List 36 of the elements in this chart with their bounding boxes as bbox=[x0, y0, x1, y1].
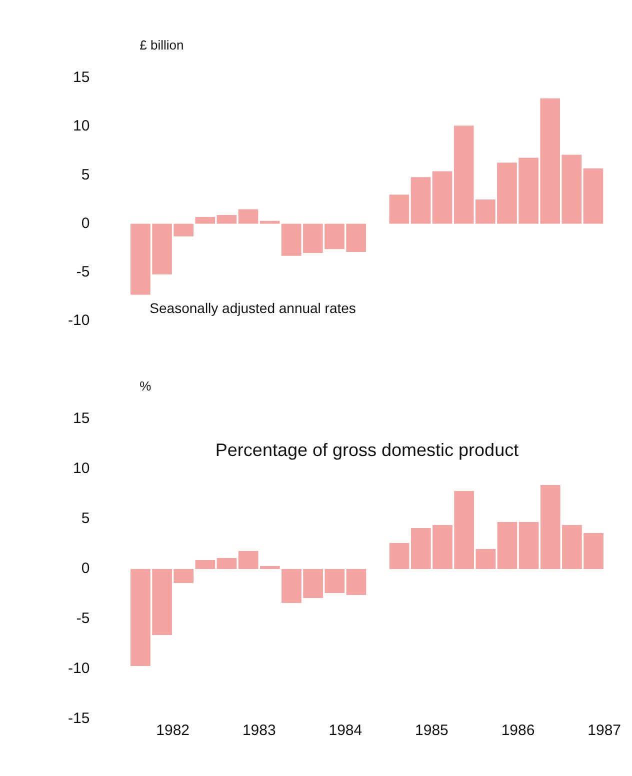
bar bbox=[518, 522, 539, 569]
annotation: Seasonally adjusted annual rates bbox=[150, 300, 356, 316]
y-tick-label: -10 bbox=[68, 660, 90, 678]
bar bbox=[389, 194, 410, 224]
bar bbox=[410, 177, 431, 224]
y-tick-label: 5 bbox=[81, 166, 90, 184]
bar bbox=[216, 558, 237, 569]
bar bbox=[260, 220, 280, 224]
y-tick-label: 5 bbox=[81, 510, 90, 528]
bar bbox=[583, 168, 604, 224]
x-tick-label: 1987 bbox=[588, 722, 622, 740]
bar bbox=[497, 522, 518, 569]
bar bbox=[346, 569, 366, 595]
y-tick-label: -5 bbox=[76, 610, 90, 628]
y-tick-label: 0 bbox=[81, 214, 90, 232]
y-tick-label: 10 bbox=[72, 118, 90, 135]
x-tick-label: 1982 bbox=[156, 722, 190, 740]
x-tick-label: 1983 bbox=[242, 722, 276, 740]
bar bbox=[216, 215, 237, 224]
x-tick-label: 1984 bbox=[328, 722, 362, 740]
bar bbox=[432, 171, 452, 224]
y-tick-label: 10 bbox=[72, 460, 90, 478]
bar bbox=[238, 209, 258, 224]
x-tick-label: 1986 bbox=[501, 722, 535, 740]
bar bbox=[195, 216, 216, 224]
y-tick-label: -5 bbox=[76, 264, 90, 281]
x-tick-label: 1985 bbox=[415, 722, 448, 740]
y-axis-title: % bbox=[140, 378, 152, 394]
y-axis-title: £ billion bbox=[140, 38, 184, 53]
y-tick-label: 15 bbox=[72, 69, 90, 86]
y-tick-label: -15 bbox=[68, 710, 90, 728]
bar bbox=[195, 560, 216, 569]
y-tick-label: 0 bbox=[81, 560, 90, 578]
y-tick-label: 15 bbox=[72, 410, 90, 428]
text: Percentage of gross domestic product bbox=[215, 440, 519, 460]
y-tick-label: -10 bbox=[68, 312, 90, 330]
